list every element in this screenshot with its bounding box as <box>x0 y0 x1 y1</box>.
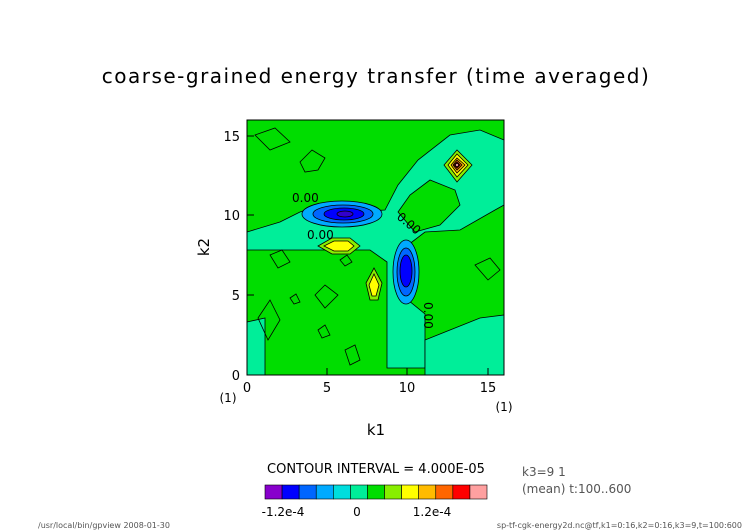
axes <box>246 135 489 376</box>
x-axis-label: k1 <box>367 421 385 439</box>
contour-loop-7 <box>474 257 501 281</box>
colorbar-label-pos: 1.2e-4 <box>413 505 451 519</box>
feature-negative-horizontal <box>301 200 383 228</box>
x-unit-label: (1) <box>496 400 513 414</box>
colorbar-swatch <box>350 484 368 500</box>
y-tick-label-15: 15 <box>223 130 240 145</box>
colorbar-swatch <box>469 484 488 500</box>
contour-loop-6 <box>339 254 353 267</box>
colorbar-swatch <box>315 484 334 500</box>
colorbar-swatch <box>418 484 437 500</box>
contour-loop-2 <box>299 149 326 173</box>
x-tick-label-5: 5 <box>323 381 331 396</box>
chart-title: coarse-grained energy transfer (time ave… <box>102 64 651 88</box>
contour-fill-green-island <box>397 179 461 233</box>
y-unit-label: (1) <box>220 391 237 405</box>
colorbar-swatch <box>384 484 402 500</box>
footer-left: /usr/local/bin/gpview 2008-01-30 <box>38 521 170 530</box>
x-tick-label-10: 10 <box>399 381 416 396</box>
feature-positive-peak <box>443 149 473 183</box>
y-tick-label-5: 5 <box>232 289 240 304</box>
y-axis-label: k2 <box>195 238 213 256</box>
contour-loop-10 <box>344 344 361 366</box>
feature-yellow-horizontal-inner <box>323 240 355 252</box>
contour-loop-8 <box>317 324 331 339</box>
contour-label-1: 0.00 <box>292 191 319 205</box>
contour-label-2: 0.00 <box>307 228 334 242</box>
contour-loop-1 <box>254 127 291 151</box>
colorbar <box>264 484 488 500</box>
footer-right: sp-tf-cgk-energy2d.nc@tf,k1=0:16,k2=0:16… <box>497 521 742 530</box>
feature-yellow-vertical-inner <box>368 273 380 297</box>
feature-v-level-3 <box>399 254 413 288</box>
colorbar-label-neg: -1.2e-4 <box>262 505 305 519</box>
colorbar-swatch <box>367 484 385 500</box>
colorbar-swatch <box>452 484 471 500</box>
feature-h-level-4 <box>336 210 354 218</box>
side-info-k3: k3=9 1 <box>522 465 566 479</box>
x-tick-label-15: 15 <box>480 381 497 396</box>
y-tick-label-10: 10 <box>223 209 240 224</box>
colorbar-swatch <box>435 484 454 500</box>
contour-label-4: 0.00 <box>421 302 435 329</box>
colorbar-swatch <box>298 484 317 500</box>
feature-negative-vertical <box>392 239 420 305</box>
contour-interval-text: CONTOUR INTERVAL = 4.000E-05 <box>267 462 485 477</box>
side-info-mean: (mean) t:100..600 <box>522 482 631 496</box>
colorbar-swatch <box>401 484 419 500</box>
small-contours <box>254 127 501 366</box>
contour-loop-4 <box>314 284 339 309</box>
colorbar-label-zero: 0 <box>353 505 361 519</box>
colorbar-swatch <box>333 484 351 500</box>
contour-loop-9 <box>257 299 281 341</box>
contour-loop-5 <box>289 293 301 305</box>
plot-area: 0.00 0.00 0.00 0.00 <box>246 119 505 376</box>
contour-loop-3 <box>269 249 291 269</box>
plot-frame <box>246 119 505 376</box>
y-tick-label-0: 0 <box>232 369 240 384</box>
colorbar-swatch <box>264 484 283 500</box>
x-tick-label-0: 0 <box>243 381 251 396</box>
peak-center <box>455 163 459 167</box>
colorbar-swatch <box>281 484 300 500</box>
feature-positive-yellow <box>317 237 383 301</box>
